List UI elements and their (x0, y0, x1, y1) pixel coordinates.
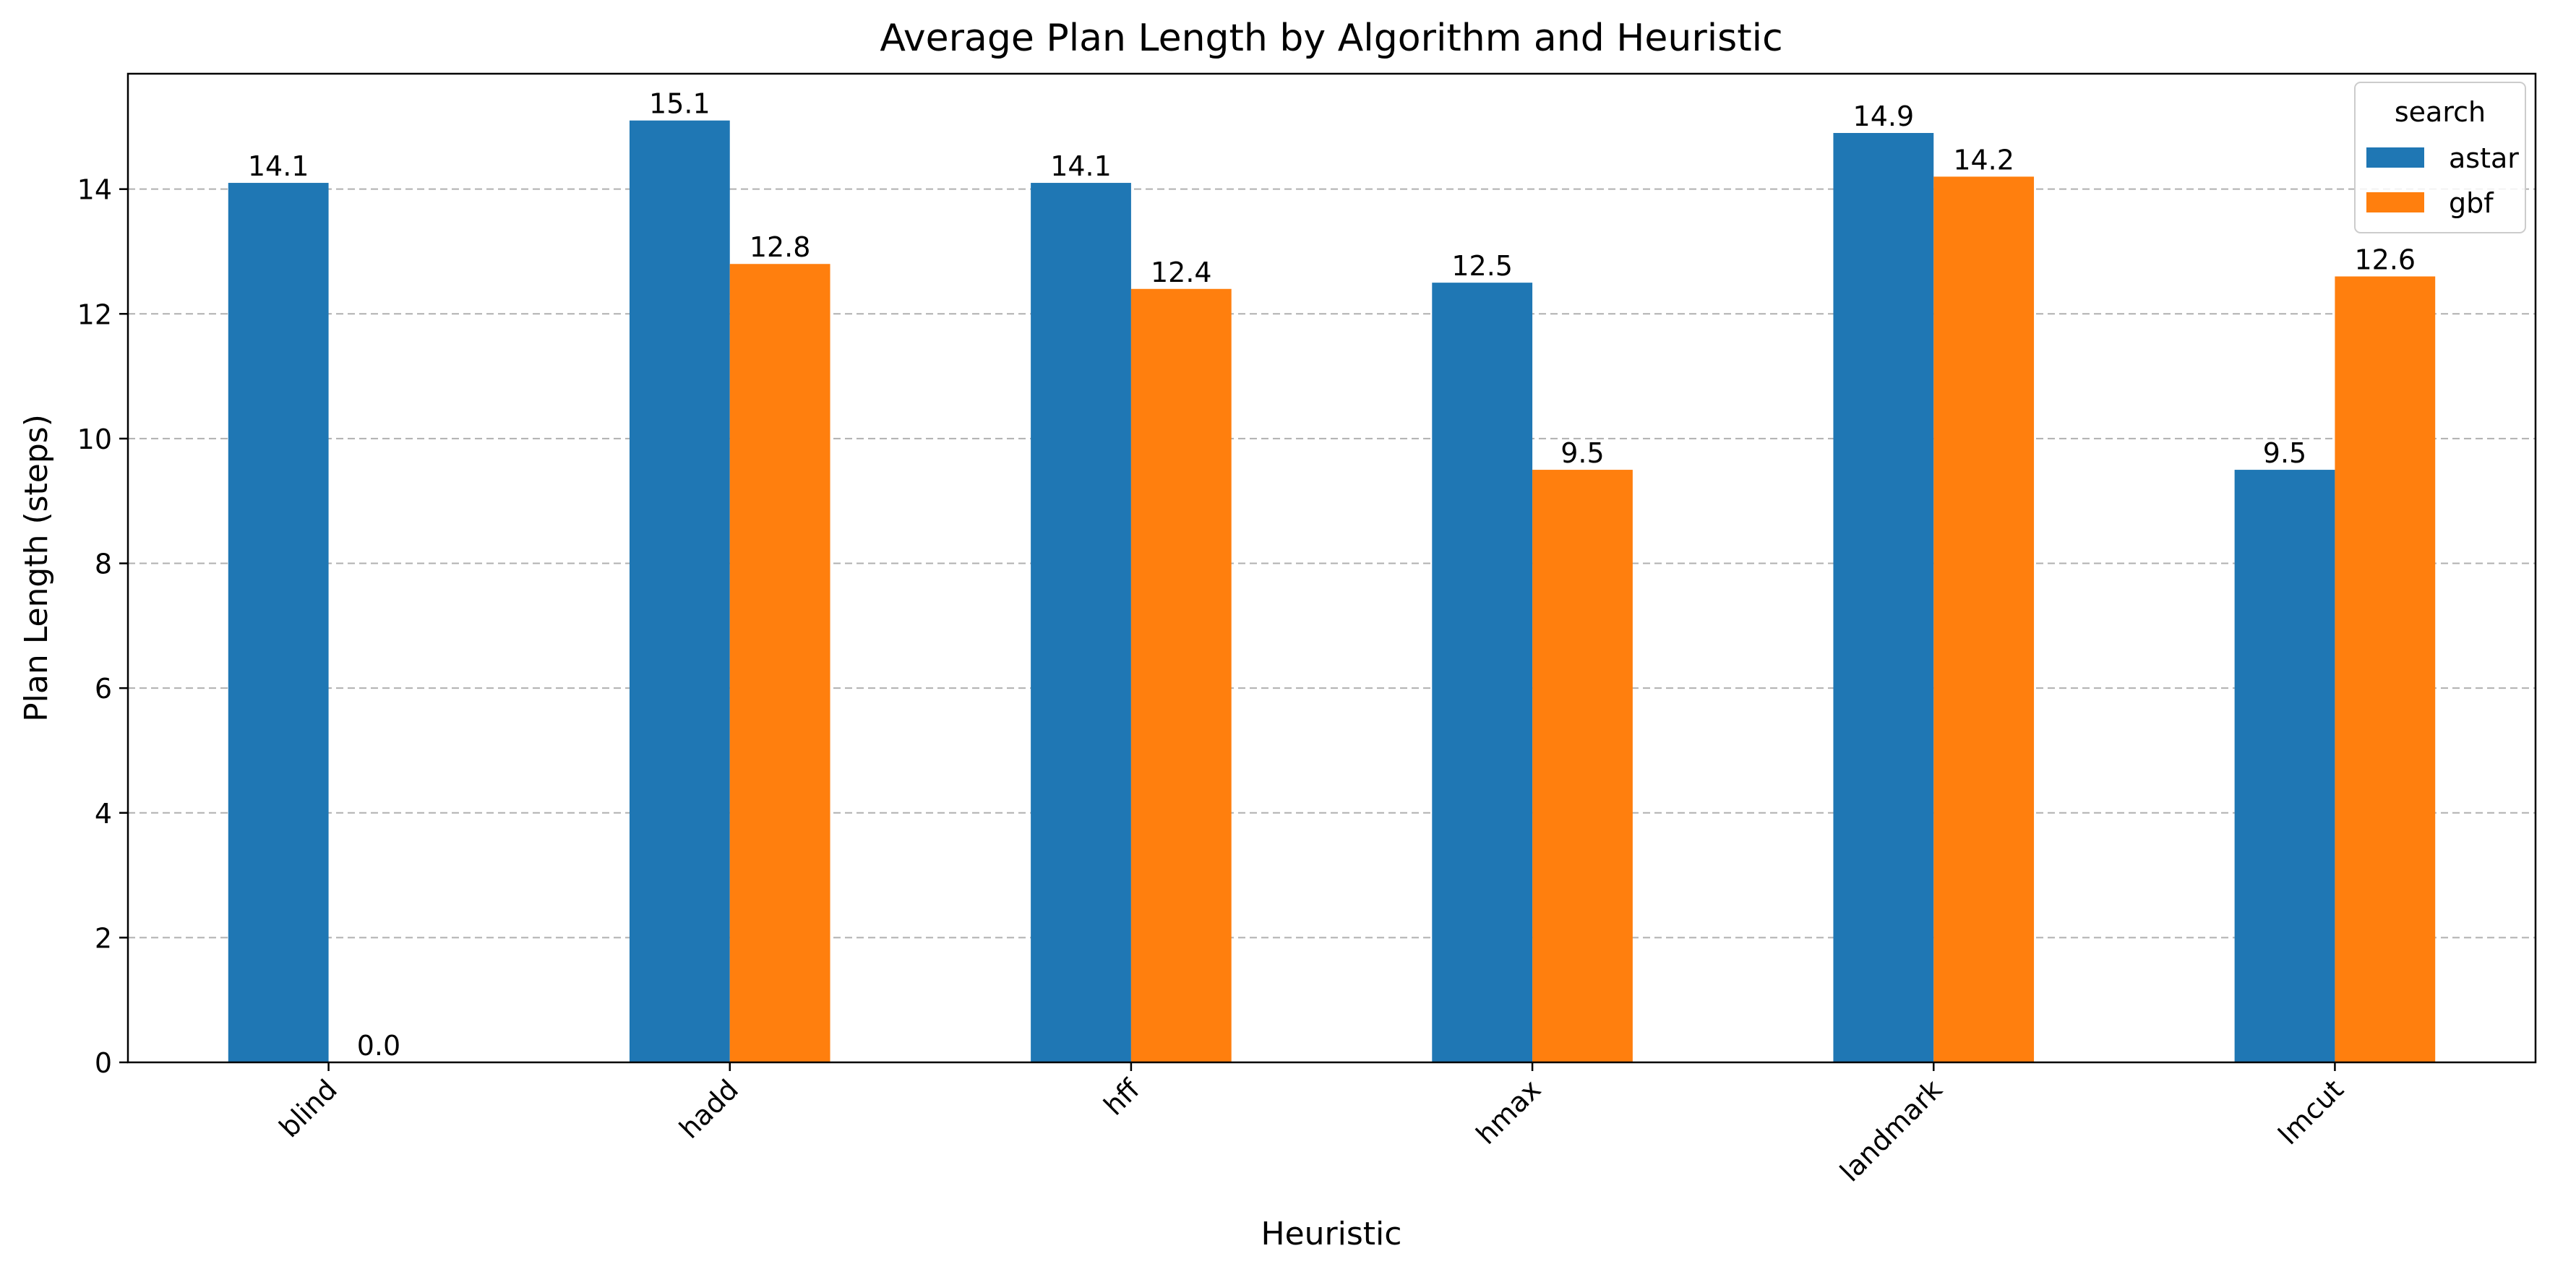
y-tick-label: 2 (95, 922, 112, 954)
bar-label-astar-blind: 14.1 (248, 150, 309, 182)
bar-label-astar-landmark: 14.9 (1853, 100, 1915, 132)
legend: search astar gbf (2354, 82, 2526, 233)
bar-label-gbf-landmark: 14.2 (1953, 144, 2014, 176)
bar-value-labels: 14.1 0.0 15.1 12.8 14.1 12.4 12.5 9.5 14.9 14.2 9.… (248, 88, 2416, 1062)
legend-label-astar: astar (2449, 142, 2519, 174)
bar-label-gbf-lmcut: 12.6 (2355, 244, 2416, 276)
bar-label-gbf-hadd: 12.8 (750, 231, 811, 263)
bar-astar-blind (228, 183, 329, 1062)
bar-gbf-hmax (1532, 470, 1633, 1062)
bar-gbf-lmcut (2335, 276, 2436, 1062)
y-tick-label: 12 (77, 298, 112, 330)
bar-gbf-landmark (1933, 176, 2035, 1062)
y-axis-label: Plan Length (steps) (18, 414, 55, 722)
bar-label-astar-hmax: 12.5 (1451, 250, 1513, 282)
y-tick-label: 8 (95, 549, 112, 580)
y-tick-label: 0 (95, 1047, 112, 1079)
legend-title: search (2395, 96, 2486, 128)
grid-lines (128, 188, 2536, 939)
bar-label-astar-lmcut: 9.5 (2263, 437, 2306, 469)
bar-label-gbf-blind: 0.0 (357, 1030, 400, 1062)
bar-label-gbf-hmax: 9.5 (1560, 437, 1604, 469)
bar-label-astar-hadd: 15.1 (649, 88, 710, 120)
bar-astar-landmark (1833, 132, 1934, 1063)
legend-swatch-astar (2366, 147, 2424, 168)
chart-title: Average Plan Length by Algorithm and Heu… (880, 17, 1782, 60)
legend-label-gbf: gbf (2449, 187, 2494, 219)
bar-astar-hff (1031, 183, 1131, 1062)
y-tick-label: 6 (95, 673, 112, 705)
y-tick-label: 14 (77, 174, 112, 206)
bar-gbf-hadd (729, 264, 830, 1062)
bar-label-gbf-hff: 12.4 (1151, 257, 1212, 288)
bar-astar-lmcut (2234, 470, 2335, 1062)
x-axis-label: Heuristic (1261, 1216, 1402, 1252)
y-tick-label: 10 (77, 423, 112, 455)
bar-label-astar-hff: 14.1 (1050, 150, 1112, 182)
legend-swatch-gbf (2366, 192, 2424, 212)
bar-astar-hadd (629, 120, 730, 1063)
bar-gbf-hff (1130, 288, 1232, 1062)
bar-astar-hmax (1432, 283, 1533, 1063)
y-tick-label: 4 (95, 798, 112, 830)
y-axis: 0 2 4 6 8 10 12 14 (77, 174, 128, 1079)
plot-frame (126, 72, 2537, 1064)
bars (228, 120, 2436, 1063)
